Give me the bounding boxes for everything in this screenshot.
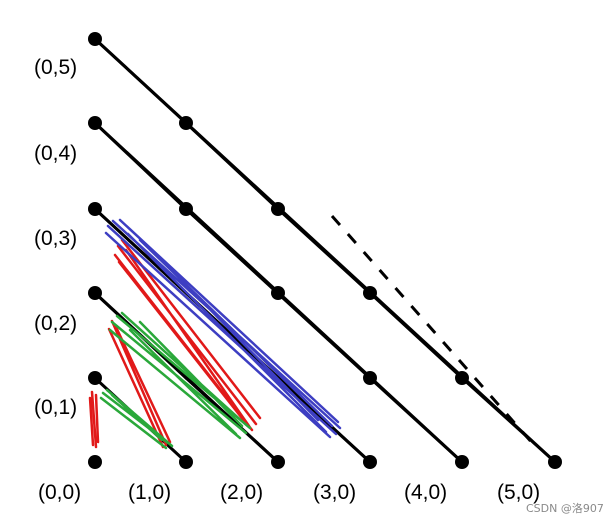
red-scribble-left <box>88 390 100 449</box>
label-3-0: (3,0) <box>313 481 356 504</box>
label-4-0: (4,0) <box>404 481 447 504</box>
point-3-1 <box>363 371 377 385</box>
line-0-4-to-1-3 <box>93 121 188 211</box>
line-2-3-to-3-2 <box>276 207 372 295</box>
label-0-5: (0,5) <box>34 56 77 79</box>
point-1-3 <box>179 202 193 216</box>
point-5-0 <box>548 455 562 469</box>
blue-scribbles <box>104 218 342 439</box>
green-scribbles <box>99 311 252 450</box>
label-0-0: (0,0) <box>38 481 81 504</box>
red-scribble-long <box>113 238 262 432</box>
point-4-0 <box>455 455 469 469</box>
line-0-5-to-1-4 <box>93 37 188 125</box>
point-0-0 <box>88 455 102 469</box>
red-scribbles <box>88 238 262 449</box>
point-1-0 <box>179 455 193 469</box>
dashed-guide-line <box>330 215 536 446</box>
line-1-4-to-2-3 <box>184 121 280 211</box>
label-0-3: (0,3) <box>34 227 77 250</box>
blue-scribble <box>104 218 342 439</box>
point-2-0 <box>271 455 285 469</box>
label-2-0: (2,0) <box>220 481 263 504</box>
line-4-1-to-5-0 <box>460 376 557 464</box>
point-0-2 <box>88 286 102 300</box>
zigzag-lines <box>93 37 557 464</box>
label-5-0: (5,0) <box>497 481 540 504</box>
point-0-3 <box>88 202 102 216</box>
line-1-3-to-2-2 <box>184 207 280 295</box>
green-scribble-short <box>99 388 174 450</box>
point-3-0 <box>363 455 377 469</box>
green-scribble-long <box>108 311 252 440</box>
point-1-4 <box>179 116 193 130</box>
label-0-4: (0,4) <box>34 142 77 165</box>
red-scribble-mid <box>107 319 172 449</box>
grid-points <box>88 32 562 469</box>
point-0-4 <box>88 116 102 130</box>
label-0-2: (0,2) <box>34 312 77 335</box>
label-1-0: (1,0) <box>128 481 171 504</box>
label-0-1: (0,1) <box>34 396 77 419</box>
point-2-2 <box>271 286 285 300</box>
point-0-1 <box>88 371 102 385</box>
point-4-1 <box>455 371 469 385</box>
watermark: CSDN @洛907 <box>526 501 604 515</box>
point-0-5 <box>88 32 102 46</box>
line-2-1-to-3-0 <box>276 376 372 464</box>
point-3-2 <box>363 286 377 300</box>
point-2-3 <box>271 202 285 216</box>
line-3-1-to-4-0 <box>368 376 464 464</box>
